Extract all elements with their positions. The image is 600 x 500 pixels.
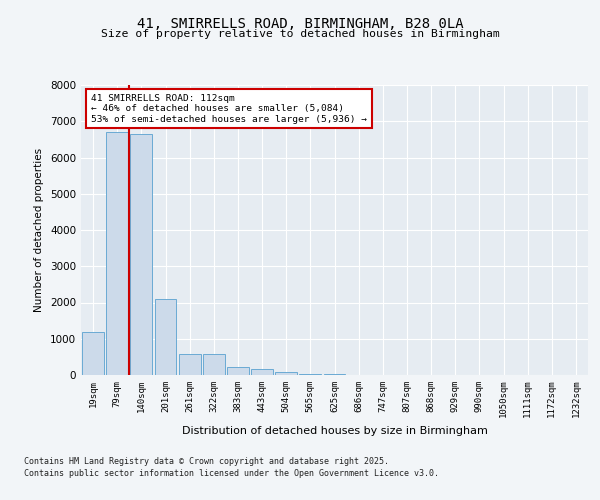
Bar xyxy=(179,354,200,375)
Bar xyxy=(203,354,224,375)
Bar xyxy=(227,367,249,375)
Text: 41, SMIRRELLS ROAD, BIRMINGHAM, B28 0LA: 41, SMIRRELLS ROAD, BIRMINGHAM, B28 0LA xyxy=(137,18,463,32)
Bar xyxy=(323,374,346,375)
Bar xyxy=(106,132,128,375)
Text: Contains HM Land Registry data © Crown copyright and database right 2025.: Contains HM Land Registry data © Crown c… xyxy=(24,458,389,466)
Bar xyxy=(82,332,104,375)
Bar xyxy=(299,374,321,375)
Bar xyxy=(275,372,297,375)
Y-axis label: Number of detached properties: Number of detached properties xyxy=(34,148,44,312)
Text: Contains public sector information licensed under the Open Government Licence v3: Contains public sector information licen… xyxy=(24,469,439,478)
Text: 41 SMIRRELLS ROAD: 112sqm
← 46% of detached houses are smaller (5,084)
53% of se: 41 SMIRRELLS ROAD: 112sqm ← 46% of detac… xyxy=(91,94,367,124)
Bar xyxy=(155,299,176,375)
Bar xyxy=(251,370,273,375)
Bar xyxy=(130,134,152,375)
Text: Size of property relative to detached houses in Birmingham: Size of property relative to detached ho… xyxy=(101,29,499,39)
X-axis label: Distribution of detached houses by size in Birmingham: Distribution of detached houses by size … xyxy=(182,426,487,436)
